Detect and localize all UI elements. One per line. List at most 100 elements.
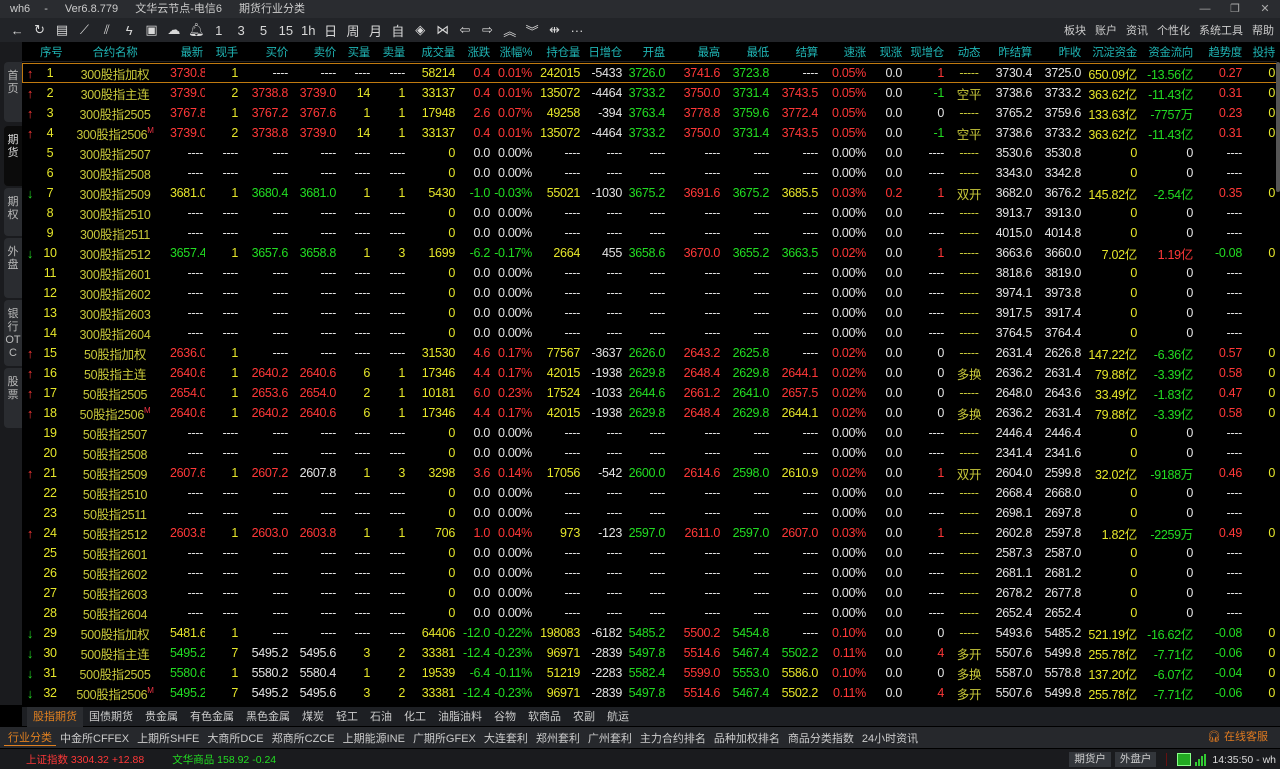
exchange-tab[interactable]: 大商所DCE [207,732,264,745]
table-icon[interactable]: ▤ [55,22,69,37]
exchange-tab[interactable]: 24小时资讯 [861,732,919,745]
table-row[interactable]: ↑ 18 50股指2506M 2640.6 1 2640.2 2640.6 6 1 17346 4.… [22,403,1277,423]
online-service-button[interactable]: 🎧︎ 在线客服 [1207,727,1268,748]
column-header[interactable]: 投持 [1252,46,1276,59]
exchange-tab[interactable]: 中金所CFFEX [60,732,130,745]
table-row[interactable]: 26 50股指2602 ---- ---- ---- ---- ---- ---- 0 0.0 0.… [22,563,1277,583]
table-row[interactable]: 19 50股指2507 ---- ---- ---- ---- ---- ---- 0 0.0 0.… [22,423,1277,443]
table-row[interactable]: ↓ 30 500股指主连 5495.2 7 5495.2 5495.6 3 2 33381 -12.… [22,643,1277,663]
left-arrow-icon[interactable]: ⇦ [459,22,471,37]
table-row[interactable]: ↑ 21 50股指2509 2607.6 1 2607.2 2607.8 1 3 3298 3.6 0… [22,463,1277,483]
double-up-icon[interactable]: ︽ [503,23,517,39]
column-header[interactable]: 序号 [40,46,62,59]
category-tab[interactable]: 轻工 [336,710,358,723]
column-header[interactable]: 最新 [180,46,204,59]
column-header[interactable]: 涨幅% [499,46,533,59]
period-1-button[interactable]: 1 [215,22,223,38]
category-tab[interactable]: 贵金属 [145,710,178,723]
table-row[interactable]: 27 50股指2603 ---- ---- ---- ---- ---- ---- 0 0.0 0.… [22,583,1277,603]
category-tab[interactable]: 有色金属 [190,710,234,723]
table-row[interactable]: 23 50股指2511 ---- ---- ---- ---- ---- ---- 0 0.0 0.… [22,503,1277,523]
column-header[interactable]: 结算 [795,46,819,59]
index-sse[interactable]: 上证指数 3304.32 +12.88 [26,752,144,767]
table-row[interactable]: 20 50股指2508 ---- ---- ---- ---- ---- ---- 0 0.0 0.… [22,443,1277,463]
menu-item[interactable]: 资讯 [1126,25,1148,37]
table-row[interactable]: ↑ 3 300股指2505 3767.8 1 3767.2 3767.6 1 1 17948 2.6… [22,103,1277,123]
sidebar-tab[interactable]: 首页 [4,62,22,122]
period-5-button[interactable]: 5 [259,22,268,38]
table-row[interactable]: ↑ 24 50股指2512 2603.8 1 2603.0 2603.8 1 1 706 1.0 0.… [22,523,1277,543]
table-row[interactable]: 11 300股指2601 ---- ---- ---- ---- ---- ---- 0 0.0 0… [22,263,1277,283]
category-tab[interactable]: 股指期货 [27,706,83,727]
sidebar-tab[interactable]: 外盘 [4,238,22,298]
exchange-tab[interactable]: 商品分类指数 [787,732,854,745]
column-header[interactable]: 现手 [215,46,239,59]
category-tab[interactable]: 航运 [607,710,629,723]
table-row[interactable]: 22 50股指2510 ---- ---- ---- ---- ---- ---- 0 0.0 0.… [22,483,1277,503]
column-header[interactable]: 趋势度 [1208,46,1242,59]
more-icon[interactable]: ··· [570,22,584,38]
menu-item[interactable]: 个性化 [1157,25,1190,37]
period-1h-button[interactable]: 1h [301,22,316,38]
sidebar-tab[interactable]: 期权 [4,188,22,236]
table-row[interactable]: 25 50股指2601 ---- ---- ---- ---- ---- ---- 0 0.0 0.… [22,543,1277,563]
exchange-tab[interactable]: 郑州套利 [535,732,580,745]
column-header[interactable]: 买价 [265,46,289,59]
table-row[interactable]: ↓ 29 500股指加权 5481.6 1 ---- ---- ---- ---- 64406 -1… [22,623,1277,643]
column-header[interactable]: 卖价 [313,46,337,59]
double-down-icon[interactable]: ︾ [525,23,539,39]
period-15-button[interactable]: 15 [278,22,294,38]
table-row[interactable]: ↓ 32 500股指2506M 5495.2 7 5495.2 5495.6 3 2 33381-… [22,683,1277,703]
column-header[interactable]: 现涨 [879,46,903,59]
column-header[interactable]: 速涨 [843,46,867,59]
exchange-tab[interactable]: 行业分类 [4,729,56,746]
maximize-button[interactable]: ❐ [1230,3,1240,15]
menu-item[interactable]: 板块 [1064,25,1086,37]
column-header[interactable]: 日增仓 [588,46,622,59]
category-tab[interactable]: 农副 [573,710,595,723]
flash-icon[interactable]: ϟ [125,22,133,38]
period-day-button[interactable]: 日 [324,23,338,39]
exchange-tab[interactable]: 上期所SHFE [137,732,200,745]
column-icon[interactable]: ⇹ [549,22,561,37]
menu-item[interactable]: 帮助 [1252,25,1274,37]
column-header[interactable]: 昨收 [1058,46,1082,59]
table-row[interactable]: ↑ 4 300股指2506M 3739.0 2 3738.8 3739.0 14 1 33137 0… [22,123,1277,143]
table-row[interactable]: 8 300股指2510 ---- ---- ---- ---- ---- ---- 0 0.0 0.… [22,203,1277,223]
exchange-tab[interactable]: 广州套利 [587,732,632,745]
table-row[interactable]: 14 300股指2604 ---- ---- ---- ---- ---- ---- 0 0.0 0… [22,323,1277,343]
category-tab[interactable]: 国债期货 [89,710,133,723]
category-tab[interactable]: 谷物 [494,710,516,723]
back-arrow-icon[interactable]: ← [10,22,24,38]
exchange-tab[interactable]: 大连套利 [483,732,528,745]
table-row[interactable]: 13 300股指2603 ---- ---- ---- ---- ---- ---- 0 0.0 0… [22,303,1277,323]
refresh-icon[interactable]: ↻ [34,22,46,37]
table-row[interactable]: ↓ 7 300股指2509 3681.0 1 3680.4 3681.0 1 1 5430 -1.0… [22,183,1277,203]
category-tab[interactable]: 油脂油料 [438,710,482,723]
category-tab[interactable]: 煤炭 [302,710,324,723]
sidebar-tab[interactable]: 期货 [4,126,22,186]
bowtie-icon[interactable]: ⋈ [436,22,450,37]
table-row[interactable]: ↑ 17 50股指2505 2654.0 1 2653.6 2654.0 2 1 10181 6.0… [22,383,1277,403]
column-header[interactable]: 昨结算 [998,46,1032,59]
menu-item[interactable]: 账户 [1095,25,1117,37]
column-header[interactable]: 开盘 [642,46,666,59]
table-row[interactable]: ↑ 1 300股指加权 3730.8 1 ---- ---- ---- ---- 58214 0.4… [22,63,1277,83]
category-tab[interactable]: 黑色金属 [246,710,290,723]
minimize-button[interactable]: — [1199,3,1211,15]
scrollbar[interactable] [1276,62,1280,192]
column-header[interactable]: 动态 [957,46,981,59]
column-header[interactable]: 最低 [746,46,770,59]
column-header[interactable]: 持仓量 [546,46,580,59]
column-header[interactable]: 卖量 [382,46,406,59]
table-row[interactable]: 12 300股指2602 ---- ---- ---- ---- ---- ---- 0 0.0 0… [22,283,1277,303]
column-header[interactable]: 最高 [697,46,721,59]
period-month-button[interactable]: 月 [368,23,382,39]
futures-account-button[interactable]: 期货户 [1069,752,1111,767]
table-row[interactable]: ↑ 2 300股指主连 3739.0 2 3738.8 3739.0 14 1 33137 0.4 0… [22,83,1277,103]
table-row[interactable]: 9 300股指2511 ---- ---- ---- ---- ---- ---- 0 0.0 0.… [22,223,1277,243]
period-week-button[interactable]: 周 [346,23,360,39]
category-tab[interactable]: 石油 [370,710,392,723]
exchange-tab[interactable]: 郑商所CZCE [271,732,335,745]
column-header[interactable]: 买量 [347,46,371,59]
